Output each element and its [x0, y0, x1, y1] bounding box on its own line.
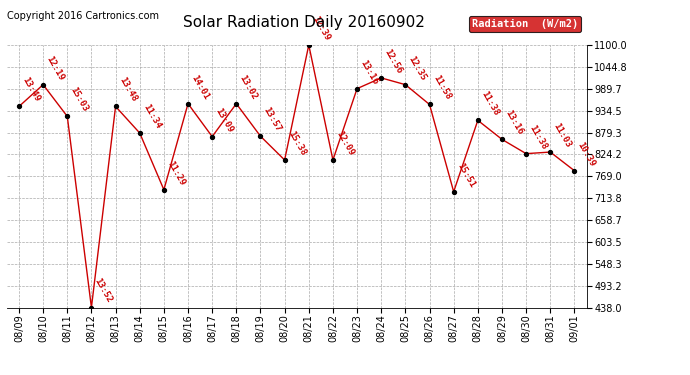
Text: 13:16: 13:16: [359, 58, 380, 86]
Point: [303, 42, 314, 48]
Point: [14, 104, 25, 110]
Text: 11:38: 11:38: [528, 123, 549, 151]
Text: 13:49: 13:49: [21, 76, 41, 104]
Point: [545, 149, 556, 155]
Point: [569, 168, 580, 174]
Text: 13:16: 13:16: [504, 109, 524, 136]
Point: [448, 189, 460, 195]
Point: [375, 75, 386, 81]
Text: 15:38: 15:38: [286, 129, 307, 157]
Text: 13:02: 13:02: [238, 73, 259, 101]
Text: 13:52: 13:52: [93, 277, 114, 305]
Text: 15:51: 15:51: [455, 161, 476, 189]
Text: 12:56: 12:56: [383, 47, 404, 75]
Point: [207, 134, 218, 140]
Point: [472, 117, 483, 123]
Text: 10:39: 10:39: [576, 140, 597, 168]
Text: 11:38: 11:38: [480, 90, 500, 117]
Text: 12:09: 12:09: [335, 129, 355, 157]
Text: 14:01: 14:01: [190, 73, 210, 101]
Point: [520, 151, 531, 157]
Text: Solar Radiation Daily 20160902: Solar Radiation Daily 20160902: [183, 15, 424, 30]
Text: 15:03: 15:03: [69, 86, 90, 114]
Text: 13:57: 13:57: [262, 106, 283, 134]
Text: 13:48: 13:48: [117, 76, 138, 104]
Point: [182, 100, 193, 106]
Point: [134, 130, 145, 136]
Text: 11:34: 11:34: [141, 102, 162, 130]
Text: Copyright 2016 Cartronics.com: Copyright 2016 Cartronics.com: [7, 11, 159, 21]
Point: [110, 104, 121, 110]
Point: [230, 100, 241, 106]
Point: [351, 86, 363, 92]
Point: [62, 113, 73, 119]
Point: [279, 157, 290, 163]
Point: [86, 304, 97, 310]
Text: 13:09: 13:09: [214, 106, 235, 134]
Point: [400, 82, 411, 88]
Point: [424, 102, 435, 108]
Point: [328, 157, 339, 163]
Point: [255, 133, 266, 139]
Text: 11:03: 11:03: [552, 122, 573, 149]
Point: [158, 187, 169, 193]
Text: 12:35: 12:35: [407, 54, 428, 82]
Legend: Radiation  (W/m2): Radiation (W/m2): [469, 16, 581, 32]
Text: 11:29: 11:29: [166, 159, 186, 187]
Point: [497, 136, 508, 142]
Point: [37, 82, 48, 88]
Text: 12:19: 12:19: [45, 54, 66, 82]
Text: 11:58: 11:58: [431, 74, 452, 102]
Text: 12:39: 12:39: [310, 15, 331, 42]
